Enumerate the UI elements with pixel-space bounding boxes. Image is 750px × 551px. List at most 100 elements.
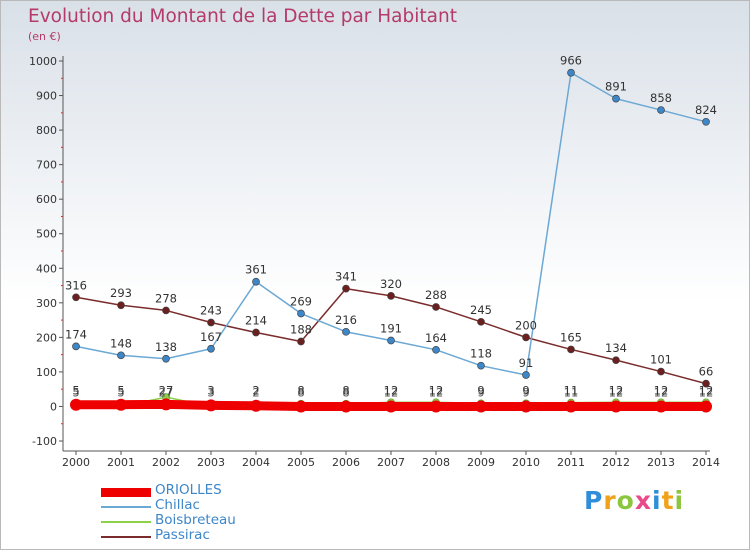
data-label: 9	[477, 383, 484, 397]
data-label: 9	[522, 383, 529, 397]
y-tick-label: -100	[32, 435, 57, 448]
data-label: 12	[699, 385, 714, 399]
y-tick-label: 500	[36, 228, 57, 241]
logo-letter: i	[652, 486, 662, 515]
series-point	[70, 398, 82, 411]
data-label: 2	[252, 385, 259, 399]
data-label: 134	[605, 341, 627, 355]
series-point	[117, 351, 125, 360]
series-point	[162, 354, 170, 363]
series-point	[567, 345, 575, 354]
x-tick-label: 2003	[197, 456, 225, 469]
series-point	[432, 303, 440, 311]
data-label: 3	[207, 383, 214, 397]
data-label: 118	[470, 347, 492, 361]
x-tick-label: 2014	[692, 456, 720, 469]
x-tick-label: 2010	[512, 456, 540, 469]
series-point	[252, 277, 260, 286]
data-label: 9	[477, 385, 484, 399]
x-tick-label: 2011	[557, 456, 585, 469]
y-tick-label: 700	[36, 159, 57, 172]
data-label: 12	[654, 383, 669, 397]
data-label: 12	[609, 383, 624, 397]
series-point	[72, 293, 80, 302]
data-label: 148	[110, 336, 132, 350]
data-label: 243	[200, 304, 222, 318]
series-point	[477, 317, 485, 326]
legend-label: ORIOLLES	[155, 482, 222, 498]
logo-letter: r	[603, 486, 617, 515]
data-label: 174	[65, 327, 87, 341]
series-point	[657, 106, 665, 114]
x-tick-label: 2009	[467, 456, 495, 469]
series-point	[117, 301, 125, 310]
data-label: 191	[380, 321, 402, 335]
data-label: 3	[207, 385, 214, 399]
legend-label: Chillac	[155, 497, 200, 513]
data-label: 8	[342, 385, 349, 399]
series-point	[387, 336, 395, 345]
series-point	[295, 400, 307, 413]
x-tick-label: 2002	[152, 456, 180, 469]
legend-swatch	[101, 536, 151, 538]
x-tick-label: 2000	[62, 456, 90, 469]
data-label: 214	[245, 314, 267, 328]
data-label: 320	[380, 277, 402, 291]
data-label: 361	[245, 263, 267, 277]
data-label: 12	[609, 385, 624, 399]
data-label: 12	[699, 383, 714, 397]
data-label: 188	[290, 323, 312, 337]
y-tick-label: 300	[36, 297, 57, 310]
chart-title: Evolution du Montant de la Dette par Hab…	[28, 6, 457, 27]
series-point	[72, 342, 80, 351]
data-label: 293	[110, 286, 132, 300]
data-label: 12	[429, 385, 444, 399]
series-point	[162, 306, 170, 315]
y-tick-label: 200	[36, 331, 57, 344]
series-point	[252, 328, 260, 337]
data-label: 27	[159, 383, 174, 397]
series-point	[340, 400, 352, 413]
series-point	[475, 400, 487, 413]
series-point	[207, 344, 215, 353]
series-point	[342, 327, 350, 336]
y-tick-label: 900	[36, 90, 57, 103]
y-tick-label: 100	[36, 366, 57, 379]
data-label: 11	[564, 385, 579, 399]
data-label: 278	[155, 291, 177, 305]
data-label: 200	[515, 318, 537, 332]
data-label: 5	[117, 385, 124, 399]
series-point	[702, 117, 710, 126]
series-point	[522, 333, 530, 342]
logo-letter: t	[661, 486, 675, 515]
data-label: 9	[522, 385, 529, 399]
series-point	[297, 309, 305, 318]
y-tick-label: 600	[36, 193, 57, 206]
series-point	[702, 379, 710, 388]
data-label: 12	[384, 385, 399, 399]
data-label: 269	[290, 295, 312, 309]
series-point	[207, 318, 215, 327]
series-point	[160, 398, 172, 411]
y-tick-label: 1000	[29, 55, 57, 68]
x-tick-label: 2006	[332, 456, 360, 469]
series-point	[522, 371, 530, 379]
data-label: 316	[65, 278, 87, 292]
y-tick-label: 0	[50, 400, 57, 413]
data-label: 858	[650, 91, 672, 105]
logo-letter: o	[616, 486, 635, 515]
series-point	[297, 337, 305, 346]
series-point	[387, 292, 395, 300]
data-label: 165	[560, 330, 582, 344]
series-point	[612, 94, 620, 103]
series-point	[250, 399, 262, 412]
series-point	[432, 345, 440, 354]
data-label: 966	[560, 54, 582, 68]
series-point	[520, 400, 532, 413]
x-tick-label: 2007	[377, 456, 405, 469]
data-label: 891	[605, 80, 627, 94]
series-point	[655, 400, 667, 413]
data-label: 138	[155, 340, 177, 354]
series-point	[342, 284, 350, 293]
x-tick-label: 2012	[602, 456, 630, 469]
